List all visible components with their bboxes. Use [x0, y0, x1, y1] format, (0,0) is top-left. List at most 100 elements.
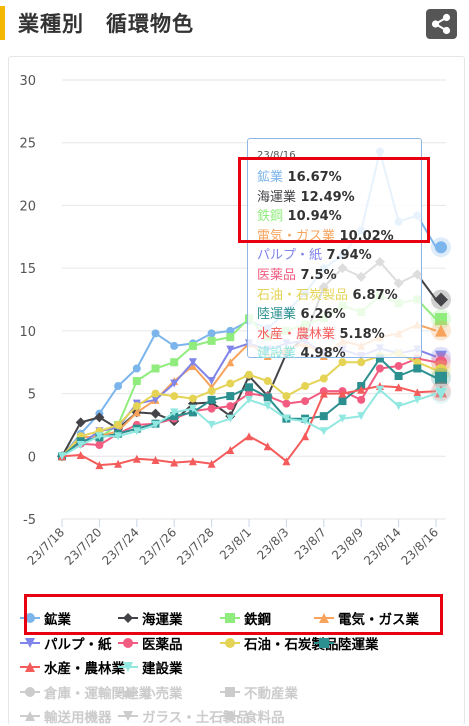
series-point[interactable]: [170, 341, 179, 350]
series-point[interactable]: [413, 395, 422, 404]
series-point[interactable]: [282, 414, 291, 423]
legend-item[interactable]: 鉄鋼: [220, 608, 271, 628]
series-point[interactable]: [319, 374, 328, 383]
series-point[interactable]: [245, 395, 253, 404]
series-point[interactable]: [394, 402, 403, 411]
series-point[interactable]: [188, 358, 197, 367]
series-point[interactable]: [357, 395, 366, 404]
legend-item[interactable]: 海運業: [118, 608, 183, 628]
series-point[interactable]: [394, 372, 403, 381]
series-point[interactable]: [226, 379, 235, 388]
series-point[interactable]: [188, 457, 197, 466]
series-point[interactable]: [338, 397, 347, 406]
legend-item[interactable]: パルプ・紙: [20, 633, 112, 653]
series-point[interactable]: [207, 420, 216, 429]
legend-item[interactable]: 倉庫・運輸関連業: [20, 682, 152, 702]
series-point[interactable]: [245, 432, 253, 441]
series-point[interactable]: [76, 451, 85, 460]
share-button[interactable]: [426, 9, 457, 39]
series-point[interactable]: [357, 385, 366, 394]
series-point[interactable]: [151, 329, 160, 338]
series-point[interactable]: [58, 452, 66, 461]
series-point[interactable]: [301, 432, 310, 441]
series-point[interactable]: [94, 412, 105, 423]
series-point[interactable]: [375, 354, 384, 363]
legend-item[interactable]: 鉱業: [20, 608, 71, 628]
series-point[interactable]: [435, 371, 447, 384]
legend-item[interactable]: 石油・石炭製品: [220, 633, 339, 653]
legend-item[interactable]: 不動産業: [220, 682, 298, 702]
series-point[interactable]: [245, 389, 253, 398]
series-point[interactable]: [114, 420, 123, 429]
legend-item[interactable]: 小売業: [118, 682, 183, 702]
legend-item[interactable]: 陸運業: [314, 633, 379, 653]
series-point[interactable]: [151, 364, 160, 373]
series-point[interactable]: [435, 387, 447, 400]
series-point[interactable]: [114, 459, 123, 468]
series-point[interactable]: [301, 417, 310, 426]
legend-item[interactable]: 電気・ガス業: [314, 608, 419, 628]
series-point[interactable]: [301, 382, 310, 391]
series-point[interactable]: [207, 329, 216, 338]
series-point[interactable]: [151, 456, 160, 465]
series-point[interactable]: [282, 392, 291, 401]
series-point[interactable]: [132, 402, 141, 411]
series-point[interactable]: [226, 392, 235, 401]
series-point[interactable]: [170, 408, 179, 417]
series-point[interactable]: [207, 377, 216, 386]
series-point[interactable]: [76, 440, 85, 449]
series-point[interactable]: [226, 446, 235, 455]
series-point[interactable]: [394, 383, 403, 392]
series-point[interactable]: [413, 388, 422, 397]
series-point[interactable]: [245, 383, 253, 392]
legend-item[interactable]: 建設業: [118, 657, 183, 677]
series-point[interactable]: [435, 313, 447, 326]
series-point[interactable]: [188, 341, 197, 350]
series-point[interactable]: [319, 427, 328, 436]
series-point[interactable]: [207, 336, 216, 345]
series-point[interactable]: [263, 442, 272, 451]
series-point[interactable]: [188, 394, 197, 403]
series-point[interactable]: [95, 432, 104, 441]
series-point[interactable]: [151, 420, 160, 429]
series-point[interactable]: [188, 404, 197, 413]
series-point[interactable]: [375, 385, 384, 394]
series-point[interactable]: [375, 364, 384, 373]
series-point[interactable]: [207, 404, 216, 413]
legend-item[interactable]: 輸送用機器: [20, 706, 112, 726]
series-point[interactable]: [132, 364, 141, 373]
series-point[interactable]: [151, 389, 160, 398]
series-point[interactable]: [394, 361, 403, 370]
series-point[interactable]: [75, 417, 86, 428]
series-point[interactable]: [170, 458, 179, 467]
series-point[interactable]: [435, 241, 447, 254]
series-point[interactable]: [132, 454, 141, 463]
series-point[interactable]: [170, 392, 179, 401]
series-point[interactable]: [245, 370, 253, 379]
legend-item[interactable]: 医薬品: [118, 633, 183, 653]
legend-item[interactable]: 水産・農林業: [20, 657, 125, 677]
series-point[interactable]: [226, 402, 235, 411]
series-point[interactable]: [413, 364, 422, 373]
legend-item[interactable]: ガラス・土石製品: [118, 706, 250, 726]
series-point[interactable]: [226, 345, 235, 354]
series-point[interactable]: [319, 389, 328, 398]
series-point[interactable]: [207, 387, 216, 396]
series-point[interactable]: [263, 393, 272, 402]
series-point[interactable]: [338, 414, 347, 423]
series-point[interactable]: [357, 412, 366, 421]
series-point[interactable]: [132, 408, 141, 417]
series-point[interactable]: [282, 399, 291, 408]
series-point[interactable]: [226, 414, 235, 423]
series-point[interactable]: [95, 461, 104, 470]
series-point[interactable]: [282, 457, 291, 466]
series-point[interactable]: [263, 377, 272, 386]
series-point[interactable]: [434, 292, 448, 307]
series-point[interactable]: [413, 358, 422, 367]
series-point[interactable]: [319, 412, 328, 421]
series-point[interactable]: [170, 358, 179, 367]
series-point[interactable]: [114, 382, 123, 391]
series-point[interactable]: [95, 440, 104, 449]
legend-item[interactable]: 食料品: [220, 706, 285, 726]
series-point[interactable]: [226, 333, 235, 342]
